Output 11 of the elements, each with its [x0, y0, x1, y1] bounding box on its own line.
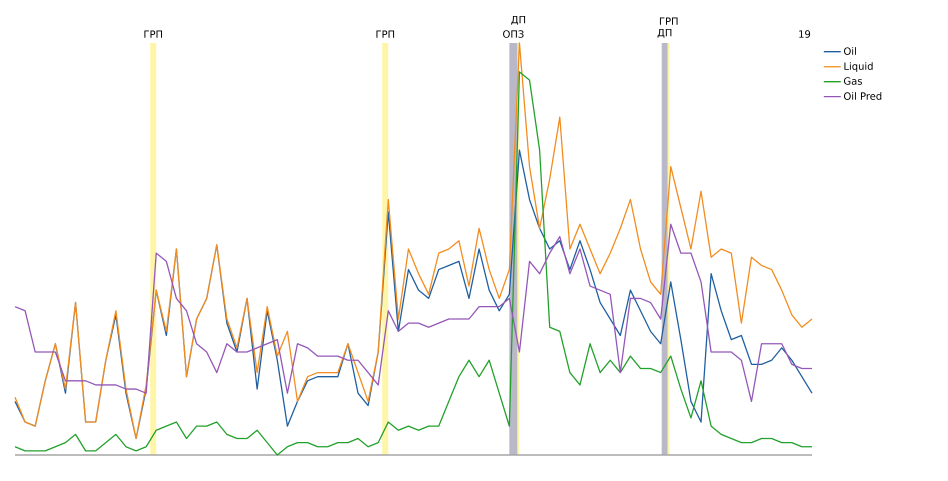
text: ДП: [511, 16, 526, 25]
text: ОПЗ: [503, 30, 524, 38]
legend-label: Oil Pred: [844, 92, 882, 100]
legend-label: Oil: [844, 47, 856, 55]
text: ГРП: [144, 30, 162, 38]
text: ГРП: [376, 30, 394, 38]
text: ГРП: [660, 18, 678, 25]
legend-label: Liquid: [844, 62, 873, 72]
text: 19: [799, 30, 810, 38]
legend-label: Gas: [844, 77, 862, 85]
text: ДП: [658, 28, 672, 38]
